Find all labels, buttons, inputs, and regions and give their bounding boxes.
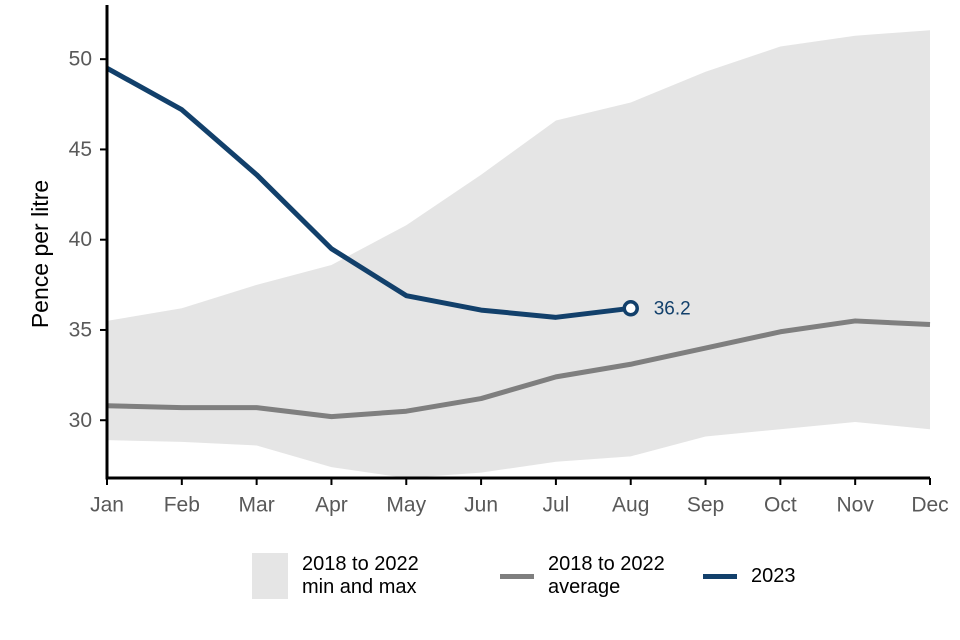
x-tick-label: Dec (911, 494, 948, 517)
x-tick-label: Jul (542, 494, 569, 517)
legend-item: 2018 to 2022 average (500, 548, 693, 604)
series-line (105, 66, 632, 320)
legend-label: 2023 (751, 564, 796, 587)
x-tick-label: Aug (612, 494, 649, 517)
legend-label: 2018 to 2022 min and max (302, 553, 419, 598)
series-line (106, 318, 931, 420)
legend: 2018 to 2022 min and max 2018 to 2022 ave… (0, 548, 960, 608)
range-band (107, 30, 930, 478)
chart: Pence per litre 36.2 30 35 40 45 50 Jan Feb Mar A… (27, 5, 949, 517)
x-tick-label: Apr (315, 494, 348, 517)
legend-label: 2018 to 2022 average (548, 553, 665, 598)
x-tick-label: Nov (837, 494, 875, 517)
x-tick-label: May (386, 494, 426, 517)
x-tick-label: Sep (687, 494, 724, 517)
legend-swatch (500, 573, 534, 579)
x-tick-label: Jun (464, 494, 498, 517)
y-tick-label: 50 (69, 48, 92, 71)
x-tick-label: Feb (164, 494, 200, 517)
y-axis-label: Pence per litre (27, 180, 53, 328)
x-tick-label: Jan (90, 494, 124, 517)
x-tick-label: Mar (239, 494, 275, 517)
end-point (622, 300, 639, 317)
y-tick-label: 45 (69, 138, 92, 161)
legend-item: 2018 to 2022 min and max (252, 548, 447, 604)
y-tick-label: 30 (69, 409, 92, 432)
y-tick-label: 35 (69, 319, 92, 342)
legend-swatch (252, 553, 288, 599)
end-label: 36.2 (654, 298, 691, 319)
legend-swatch (703, 573, 737, 579)
x-tick-label: Oct (764, 494, 797, 517)
legend-item: 2023 (703, 548, 896, 604)
y-tick-label: 40 (69, 228, 92, 251)
